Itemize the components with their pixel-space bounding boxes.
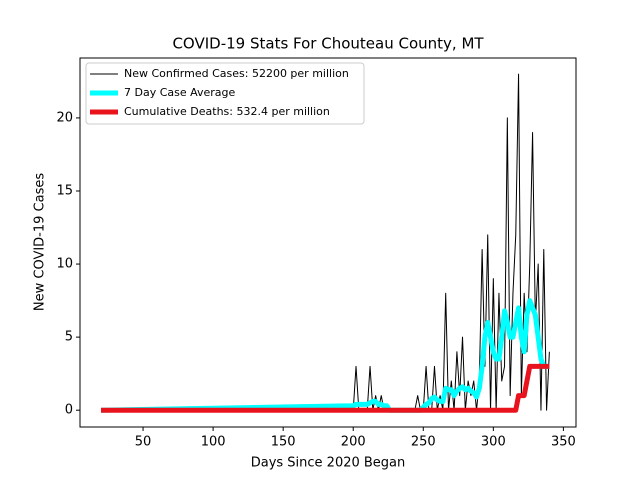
- x-tick-label: 300: [481, 435, 506, 450]
- legend: New Confirmed Cases: 52200 per million 7 …: [85, 62, 365, 125]
- series-line: [101, 363, 550, 413]
- x-tick-label: 150: [271, 435, 296, 450]
- x-axis-label: Days Since 2020 Began: [251, 456, 406, 471]
- y-axis-label: New COVID-19 Cases: [33, 173, 48, 311]
- legend-label: 7 Day Case Average: [124, 86, 236, 99]
- y-tick-label: 10: [56, 257, 73, 272]
- y-tick-label: 20: [56, 110, 73, 125]
- chart-title: COVID-19 Stats For Chouteau County, MT: [172, 35, 484, 53]
- series-line: [100, 298, 550, 413]
- x-tick-label: 250: [411, 435, 436, 450]
- legend-label: New Confirmed Cases: 52200 per million: [124, 67, 349, 80]
- x-tick-label: 200: [341, 435, 366, 450]
- x-tick-label: 50: [135, 435, 152, 450]
- x-tick-label: 100: [201, 435, 226, 450]
- plot-frame: [79, 57, 577, 428]
- y-tick-label: 0: [65, 403, 73, 418]
- x-tick-label: 350: [551, 435, 576, 450]
- y-tick-label: 15: [56, 183, 73, 198]
- legend-label: Cumulative Deaths: 532.4 per million: [124, 105, 330, 118]
- y-tick-label: 5: [65, 330, 73, 345]
- legend-box: [85, 62, 365, 125]
